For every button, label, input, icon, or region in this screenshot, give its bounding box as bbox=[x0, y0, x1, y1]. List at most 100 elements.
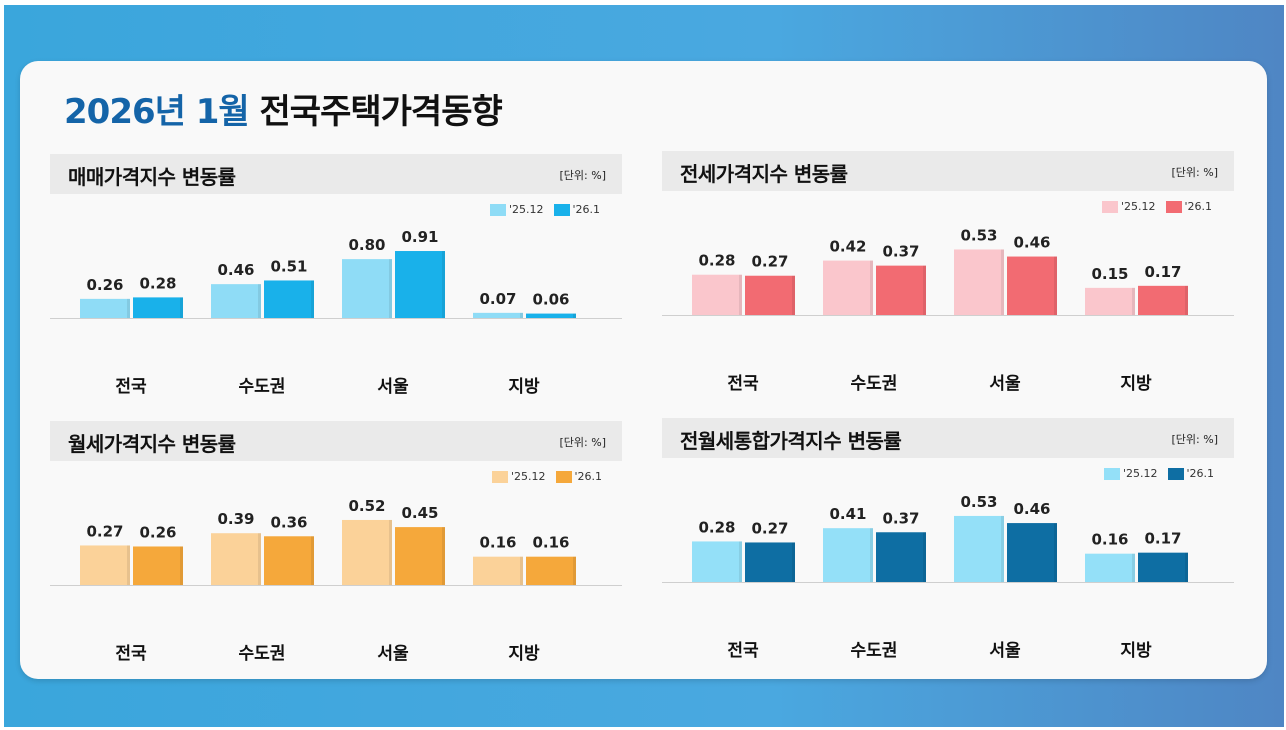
bar-chart: 0.28 0.27 전국 0.42 0.37 수도권 0.53 0.46 서울 0.15 0.17 지… bbox=[662, 226, 1234, 394]
panel-header: 전월세통합가격지수 변동률 [단위: %] bbox=[662, 418, 1234, 458]
bar bbox=[692, 541, 742, 582]
bar-shade bbox=[1132, 287, 1135, 315]
category-label: 전국 bbox=[115, 377, 147, 397]
bar bbox=[395, 527, 445, 585]
bar bbox=[745, 275, 795, 315]
bar bbox=[954, 515, 1004, 582]
bar bbox=[1138, 552, 1188, 582]
category-label: 수도권 bbox=[239, 644, 286, 664]
bar bbox=[692, 274, 742, 315]
data-label: 0.27 bbox=[751, 253, 788, 271]
panel-title: 전월세통합가격지수 변동률 bbox=[680, 429, 902, 453]
legend-label-prev: '25.12 bbox=[509, 203, 544, 216]
data-label: 0.39 bbox=[217, 510, 254, 528]
bar bbox=[342, 519, 392, 585]
bar bbox=[473, 312, 523, 318]
panel-title: 월세가격지수 변동률 bbox=[68, 432, 236, 456]
bar-chart: 0.28 0.27 전국 0.41 0.37 수도권 0.53 0.46 서울 0.16 0.17 지… bbox=[662, 493, 1234, 661]
legend-label-prev: '25.12 bbox=[511, 470, 546, 483]
bar-shade bbox=[1185, 285, 1188, 315]
bar bbox=[823, 528, 873, 582]
data-label: 0.91 bbox=[401, 228, 438, 246]
data-label: 0.28 bbox=[698, 252, 735, 270]
legend-swatch-curr bbox=[1165, 200, 1182, 213]
legend-swatch-curr bbox=[553, 203, 570, 216]
legend-swatch-curr bbox=[555, 470, 572, 483]
bar-shade bbox=[180, 297, 183, 318]
bar-shade bbox=[520, 556, 523, 585]
legend-swatch-prev bbox=[492, 470, 508, 483]
legend-label-curr: '26.1 bbox=[1184, 200, 1213, 213]
data-label: 0.36 bbox=[270, 513, 307, 531]
bar-shade bbox=[127, 298, 130, 318]
category-label: 전국 bbox=[727, 641, 759, 661]
category-label: 지방 bbox=[1120, 641, 1152, 661]
category-label: 전국 bbox=[727, 374, 759, 394]
bar-shade bbox=[870, 528, 873, 582]
category-label: 수도권 bbox=[239, 377, 286, 397]
legend: '25.12 '26.1 bbox=[1104, 467, 1224, 480]
bar-shade bbox=[739, 541, 742, 582]
legend-swatch-prev bbox=[490, 203, 506, 216]
bar-chart: 0.27 0.26 전국 0.39 0.36 수도권 0.52 0.45 서울 0.16 0.16 지… bbox=[50, 497, 622, 664]
bar-shade bbox=[258, 284, 261, 318]
data-label: 0.26 bbox=[139, 523, 176, 541]
data-label: 0.52 bbox=[348, 497, 385, 515]
category-label: 지방 bbox=[1120, 374, 1152, 394]
bar-shade bbox=[1001, 249, 1004, 315]
data-label: 0.17 bbox=[1144, 530, 1181, 548]
bar bbox=[745, 542, 795, 582]
bar-shade bbox=[442, 527, 445, 585]
bar-shade bbox=[923, 532, 926, 582]
unit-label: [단위: %] bbox=[1171, 433, 1218, 446]
data-label: 0.53 bbox=[960, 493, 997, 511]
bar-shade bbox=[1001, 515, 1004, 582]
data-label: 0.53 bbox=[960, 226, 997, 244]
bar-shade bbox=[520, 312, 523, 318]
bar bbox=[954, 249, 1004, 315]
bar-shade bbox=[870, 260, 873, 315]
category-label: 서울 bbox=[377, 644, 409, 664]
data-label: 0.26 bbox=[86, 276, 123, 294]
panel-sale-price: 매매가격지수 변동률 [단위: %] '25.12 '26.1 0.26 0.28… bbox=[50, 154, 622, 404]
bar-shade bbox=[311, 280, 314, 318]
bar bbox=[80, 298, 130, 318]
bar bbox=[1007, 256, 1057, 315]
data-label: 0.27 bbox=[86, 522, 123, 540]
panel-title: 매매가격지수 변동률 bbox=[68, 165, 236, 189]
data-label: 0.42 bbox=[829, 238, 866, 256]
legend-swatch-curr bbox=[1167, 467, 1184, 480]
category-label: 지방 bbox=[508, 377, 540, 397]
bar-shade bbox=[573, 556, 576, 585]
bar-shade bbox=[1185, 552, 1188, 582]
bar-shade bbox=[739, 274, 742, 315]
bar bbox=[1085, 287, 1135, 315]
bar-shade bbox=[1054, 523, 1057, 582]
panel-monthly-rent-price: 월세가격지수 변동률 [단위: %] '25.12 '26.1 0.27 0.26… bbox=[50, 421, 622, 671]
legend: '25.12 '26.1 bbox=[490, 203, 610, 216]
data-label: 0.46 bbox=[1013, 500, 1050, 518]
bar bbox=[1085, 553, 1135, 582]
legend-label-curr: '26.1 bbox=[572, 203, 601, 216]
data-label: 0.15 bbox=[1091, 265, 1128, 283]
data-label: 0.16 bbox=[532, 534, 569, 552]
panel-header: 매매가격지수 변동률 [단위: %] bbox=[50, 154, 622, 194]
data-label: 0.37 bbox=[882, 509, 919, 527]
data-label: 0.28 bbox=[139, 274, 176, 292]
unit-label: [단위: %] bbox=[559, 436, 606, 449]
panel-combined-rent-price: 전월세통합가격지수 변동률 [단위: %] '25.12 '26.1 0.28 0… bbox=[662, 418, 1234, 668]
category-label: 서울 bbox=[377, 377, 409, 397]
data-label: 0.37 bbox=[882, 243, 919, 261]
bar bbox=[823, 260, 873, 315]
panel-jeonse-price: 전세가격지수 변동률 [단위: %] '25.12 '26.1 0.28 0.27… bbox=[662, 151, 1234, 401]
bar-chart: 0.26 0.28 전국 0.46 0.51 수도권 0.80 0.91 서울 0.07 0.06 지… bbox=[50, 228, 622, 397]
category-label: 지방 bbox=[508, 644, 540, 664]
legend-swatch-prev bbox=[1102, 200, 1118, 213]
bar bbox=[526, 556, 576, 585]
bar bbox=[211, 533, 261, 585]
data-label: 0.06 bbox=[532, 291, 569, 309]
bar bbox=[1007, 523, 1057, 582]
panel-title: 전세가격지수 변동률 bbox=[680, 162, 848, 186]
bar bbox=[211, 284, 261, 318]
bar-shade bbox=[573, 313, 576, 318]
